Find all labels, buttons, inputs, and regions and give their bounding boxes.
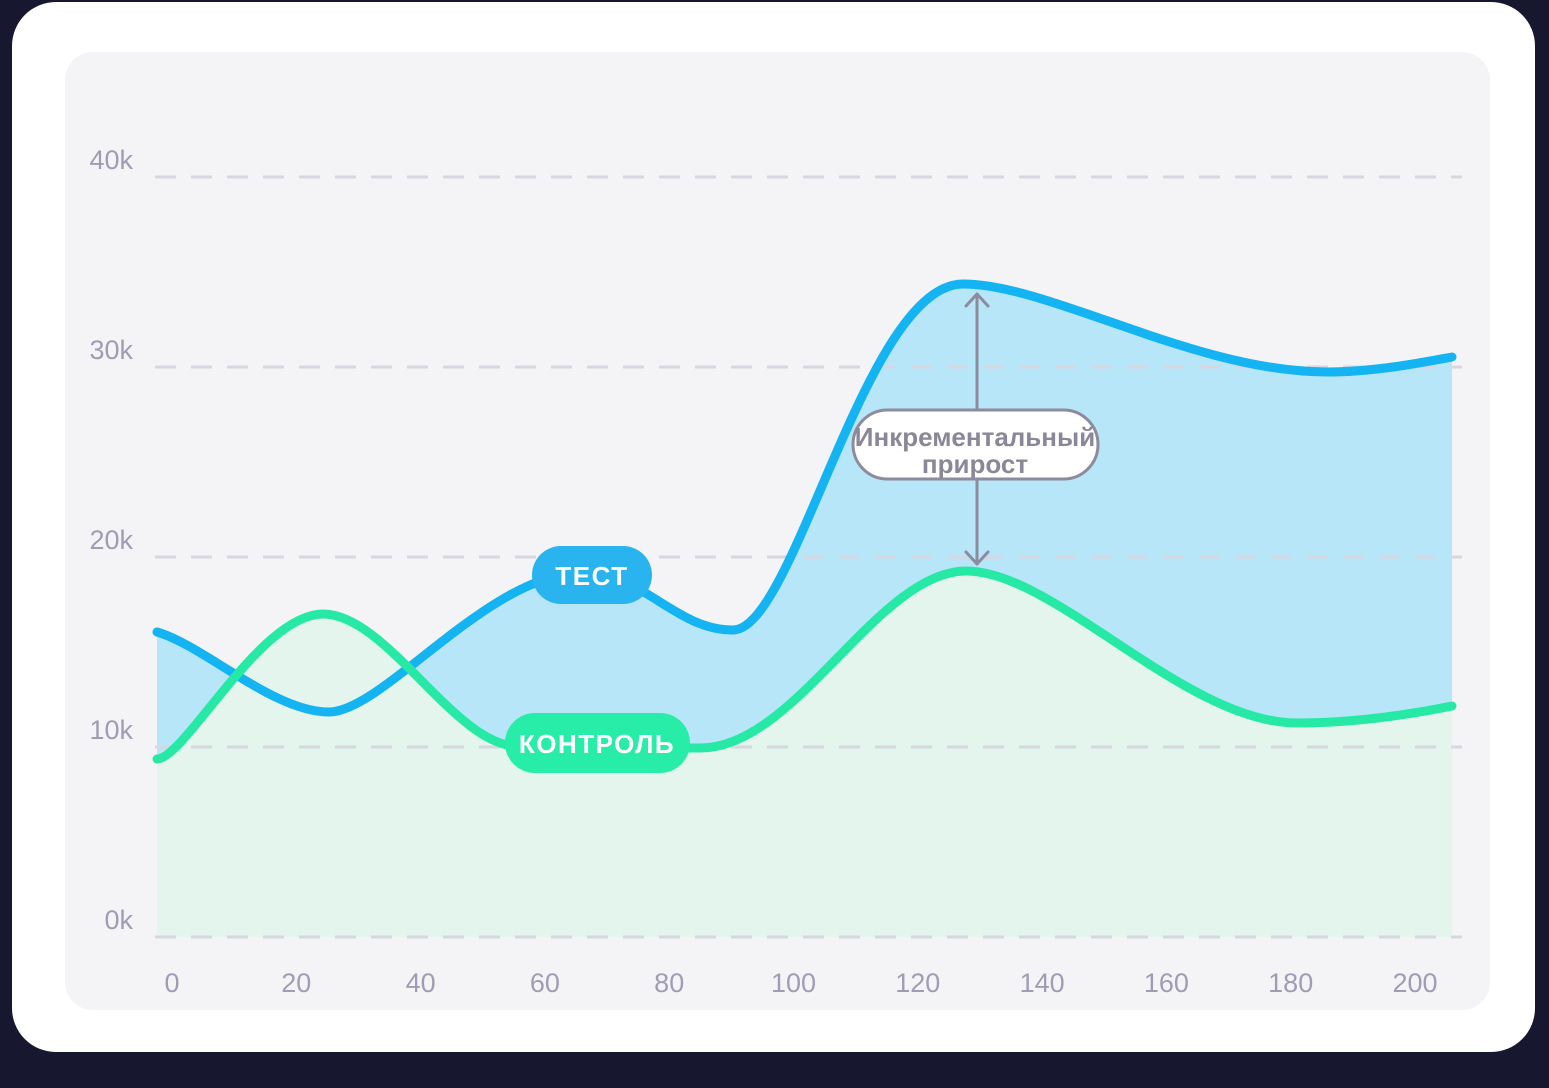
test-series-line: [152, 279, 1457, 717]
x-tick-0: 0: [164, 968, 179, 998]
control-series-area: [157, 571, 1452, 937]
arrow-head-up: [964, 292, 990, 308]
x-axis-ticks: 0 20 40 60 80 100 120 140 160 180 200: [164, 968, 1437, 998]
control-series-pill: КОНТРОЛЬ: [505, 713, 690, 773]
y-tick-20k: 20k: [89, 525, 133, 555]
y-tick-10k: 10k: [89, 715, 133, 745]
x-tick-40: 40: [406, 968, 436, 998]
x-tick-80: 80: [654, 968, 684, 998]
test-pill-label: ТЕСТ: [555, 561, 628, 591]
x-tick-180: 180: [1268, 968, 1313, 998]
dashboard-card: 40k 30k 20k 10k 0k 0 20 40 60 80 100 120…: [12, 2, 1535, 1052]
annotation-line-1: Инкрементальный: [855, 422, 1095, 452]
test-pill-background: [532, 546, 652, 604]
x-tick-100: 100: [771, 968, 816, 998]
incrementality-area-chart: 40k 30k 20k 10k 0k 0 20 40 60 80 100 120…: [89, 145, 1462, 998]
x-tick-200: 200: [1392, 968, 1437, 998]
test-series-pill: ТЕСТ: [532, 546, 652, 604]
control-pill-label: КОНТРОЛЬ: [519, 729, 675, 759]
y-tick-0k: 0k: [104, 905, 133, 935]
control-series-line: [152, 566, 1457, 764]
arrow-head-down: [964, 550, 990, 566]
annotation-line-2: прирост: [922, 449, 1028, 479]
x-tick-120: 120: [895, 968, 940, 998]
annotation-pill-background: [851, 408, 1100, 481]
y-axis-ticks: 40k 30k 20k 10k 0k: [89, 145, 133, 935]
gridlines: [155, 175, 1462, 939]
x-tick-60: 60: [530, 968, 560, 998]
y-tick-30k: 30k: [89, 335, 133, 365]
x-tick-20: 20: [281, 968, 311, 998]
control-pill-background: [505, 713, 690, 773]
x-tick-160: 160: [1144, 968, 1189, 998]
y-tick-40k: 40k: [89, 145, 133, 175]
x-tick-140: 140: [1020, 968, 1065, 998]
incremental-lift-annotation: Инкрементальный прирост: [851, 408, 1100, 481]
chart-panel: 40k 30k 20k 10k 0k 0 20 40 60 80 100 120…: [65, 52, 1490, 1010]
